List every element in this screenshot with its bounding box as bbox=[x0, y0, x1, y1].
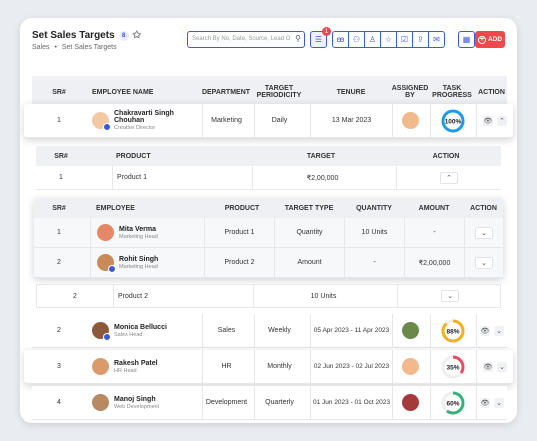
chevron-down-icon[interactable]: ⌄ bbox=[475, 256, 493, 269]
assigned-by-avatar bbox=[402, 112, 419, 129]
breadcrumb: Sales • Set Sales Targets bbox=[32, 44, 117, 51]
progress-ring: 60% bbox=[441, 391, 464, 414]
avatar bbox=[92, 394, 109, 411]
avatar bbox=[97, 224, 114, 241]
page-header: Set Sales Targets 8 ✩ Sales • Set Sales … bbox=[32, 27, 505, 60]
avatar bbox=[92, 112, 111, 131]
view-icon[interactable]: 👁 bbox=[480, 397, 490, 408]
assigned-by-avatar bbox=[402, 394, 419, 411]
chevron-down-icon[interactable]: ⌄ bbox=[494, 397, 504, 408]
badge-icon bbox=[103, 123, 111, 131]
team-icon[interactable]: ꙭ bbox=[332, 31, 349, 48]
chevron-down-icon[interactable]: ⌄ bbox=[497, 361, 507, 372]
calendar-icon[interactable]: ▦ bbox=[458, 31, 475, 48]
product-row[interactable]: 2 Product 2 10 Units ⌄ bbox=[36, 284, 501, 308]
pin-icon[interactable]: ✩ bbox=[132, 30, 142, 41]
view-icon[interactable]: 👁 bbox=[480, 325, 490, 336]
search-icon: ⚲ bbox=[295, 34, 301, 43]
star-icon[interactable]: ☆ bbox=[380, 31, 397, 48]
user-icon[interactable]: ♙ bbox=[364, 31, 381, 48]
view-icon[interactable]: 👁 bbox=[483, 361, 493, 372]
table-row[interactable]: 4 Manoj Singh Web Development Development… bbox=[32, 386, 507, 420]
svg-text:60%: 60% bbox=[446, 400, 459, 407]
employee-subtable: SR# EMPLOYEE PRODUCT TARGET TYPE QUANTIT… bbox=[34, 198, 503, 278]
svg-text:88%: 88% bbox=[446, 328, 459, 335]
chevron-down-icon[interactable]: ⌄ bbox=[441, 290, 459, 302]
breadcrumb-sales[interactable]: Sales bbox=[32, 44, 50, 51]
progress-ring: 35% bbox=[441, 355, 464, 378]
filter-count-badge: 1 bbox=[322, 27, 331, 36]
plus-icon: + bbox=[477, 35, 486, 44]
export-icon[interactable]: ⇪ bbox=[412, 31, 429, 48]
avatar bbox=[92, 358, 109, 375]
filter-icon: ☰ bbox=[314, 35, 323, 44]
table-row[interactable]: 2 Rohit Singh Marketing Head Product 2 Am… bbox=[34, 248, 503, 278]
collapse-icon[interactable]: ⌃ bbox=[440, 171, 458, 184]
product-table-header: SR# PRODUCT TARGET ACTION bbox=[36, 146, 501, 166]
assigned-by-avatar bbox=[402, 358, 419, 375]
chevron-down-icon[interactable]: ⌄ bbox=[494, 325, 504, 336]
collapse-icon[interactable]: ⌃ bbox=[497, 115, 507, 126]
main-card: Set Sales Targets 8 ✩ Sales • Set Sales … bbox=[20, 18, 517, 423]
filter-button[interactable]: ☰ 1 bbox=[310, 27, 331, 48]
checklist-icon[interactable]: ☑ bbox=[396, 31, 413, 48]
badge-icon bbox=[103, 333, 111, 341]
progress-ring: 100% bbox=[441, 109, 464, 132]
page-title: Set Sales Targets bbox=[32, 30, 115, 41]
group-icon[interactable]: ⚇ bbox=[348, 31, 365, 48]
table-row[interactable]: 1 Chakravarti Singh Chouhan Creative Dire… bbox=[24, 104, 513, 138]
view-icon[interactable]: 👁 bbox=[483, 115, 493, 126]
product-row[interactable]: 1 Product 1 ₹2,00,000 ⌃ bbox=[36, 166, 501, 190]
main-table-header: SR# EMPLOYEE NAME DEPARTMENT TARGET PERI… bbox=[32, 76, 507, 108]
record-count-badge: 8 bbox=[118, 30, 129, 41]
breadcrumb-current: Set Sales Targets bbox=[61, 44, 117, 51]
search-input[interactable]: Search By No, Date, Source, Lead O ⚲ bbox=[187, 31, 305, 48]
svg-text:100%: 100% bbox=[444, 118, 461, 125]
progress-ring: 88% bbox=[441, 319, 464, 342]
table-row[interactable]: 2 Monica Bellucci Sales Head Sales Weekly… bbox=[32, 314, 507, 348]
assigned-by-avatar bbox=[402, 322, 419, 339]
table-row[interactable]: 1 Mita Verma Marketing Head Product 1 Qua… bbox=[34, 218, 503, 248]
chevron-down-icon[interactable]: ⌄ bbox=[475, 226, 493, 239]
avatar bbox=[97, 254, 116, 273]
mail-icon[interactable]: ✉ bbox=[428, 31, 445, 48]
badge-icon bbox=[108, 265, 116, 273]
view-toolbar: ꙭ ⚇ ♙ ☆ ☑ ⇪ ✉ bbox=[332, 31, 445, 48]
svg-text:35%: 35% bbox=[446, 364, 459, 371]
table-row[interactable]: 3 Rakesh Patel HR Head HR Monthly 02 Jun … bbox=[24, 350, 513, 384]
avatar bbox=[92, 322, 111, 341]
add-button[interactable]: + ADD bbox=[475, 31, 505, 48]
